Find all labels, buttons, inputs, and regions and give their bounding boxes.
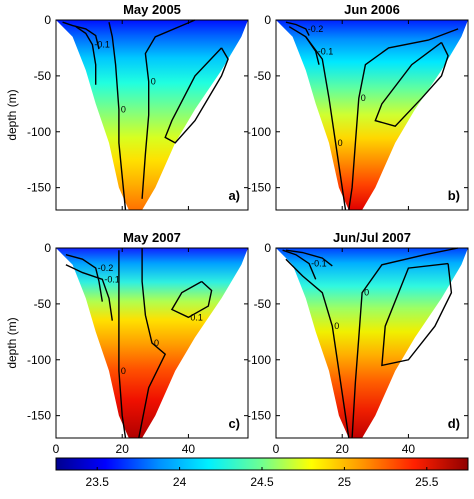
contour-line	[381, 262, 453, 367]
contour-line	[164, 47, 229, 144]
contour-label: 0	[121, 366, 126, 376]
contour-label: -0.1	[104, 274, 120, 284]
y-tick-label: -100	[247, 125, 271, 139]
colorbar-tick-label: 24.5	[250, 475, 274, 489]
y-tick-label: -100	[27, 353, 51, 367]
colorbar-tick-label: 23.5	[86, 475, 110, 489]
colorbar-tick-label: 25.5	[415, 475, 439, 489]
colorbar-tick-label: 24	[173, 475, 187, 489]
contour-line	[108, 22, 127, 211]
panel-title: May 2007	[123, 230, 181, 245]
x-tick-label: 0	[53, 442, 60, 456]
contour-label: 0	[151, 76, 156, 86]
temperature-field	[56, 20, 248, 210]
contour-label: 0.1	[190, 312, 203, 322]
x-tick-label: 20	[116, 442, 130, 456]
contour-label: -0.2	[98, 263, 114, 273]
axes-frame	[55, 19, 249, 211]
y-tick-label: 0	[44, 241, 51, 255]
contour-line	[141, 19, 196, 199]
contour-line	[285, 249, 333, 267]
contour-line	[348, 28, 459, 211]
y-tick-label: -50	[34, 69, 52, 83]
contour-line	[285, 21, 310, 36]
contour-label: 0	[334, 321, 339, 331]
axes-frame	[275, 19, 469, 211]
contour-line	[351, 247, 459, 439]
panel-letter: b)	[448, 188, 460, 203]
y-tick-label: -50	[34, 297, 52, 311]
x-tick-label: 20	[336, 442, 350, 456]
y-tick-label: 0	[264, 13, 271, 27]
panel-title: Jun 2006	[344, 2, 400, 17]
contour-label: 0	[121, 104, 126, 114]
contour-line	[374, 41, 449, 127]
contour-label: -0.1	[318, 46, 334, 56]
y-tick-label: -150	[247, 409, 271, 423]
y-tick-label: 0	[264, 241, 271, 255]
panel-title: May 2005	[123, 2, 181, 17]
temperature-field	[276, 248, 468, 438]
axes-frame	[55, 247, 249, 439]
x-tick-label: 0	[273, 442, 280, 456]
panel-title: Jun/Jul 2007	[333, 230, 411, 245]
colorbar: 23.5 24 24.5 25 25.5	[55, 457, 469, 489]
y-axis-label: depth (m)	[5, 317, 19, 368]
panel-1: 0 0 -0.1 May 2005 a) 0 -50 -100 -150 depth (m)	[5, 2, 249, 211]
y-tick-label: 0	[44, 13, 51, 27]
contour-line	[118, 250, 127, 439]
axes-frame	[275, 247, 469, 439]
contour-label: -0.1	[311, 259, 327, 269]
contour-line	[285, 258, 350, 439]
contour-line	[138, 248, 167, 439]
contour-line	[65, 264, 113, 321]
panel-letter: c)	[228, 416, 240, 431]
y-tick-label: -150	[247, 181, 271, 195]
x-tick-label: 40	[182, 442, 196, 456]
contour-line	[75, 26, 97, 85]
panel-4: 0 0 -0.1 Jun/Jul 2007 d) 0 -50 -100 -150 0 20 40	[247, 230, 469, 456]
y-tick-label: -150	[27, 409, 51, 423]
contour-label: 0	[364, 288, 369, 298]
contour-label: 0	[361, 93, 366, 103]
x-tick-label: 40	[402, 442, 416, 456]
contour-label: 0	[338, 138, 343, 148]
y-tick-label: -50	[254, 69, 272, 83]
y-tick-label: -100	[247, 353, 271, 367]
contour-line	[62, 21, 100, 50]
contour-line	[288, 26, 320, 65]
contour-line	[170, 280, 213, 319]
y-tick-label: -150	[27, 181, 51, 195]
contour-label: 0	[154, 338, 159, 348]
y-axis-label: depth (m)	[5, 89, 19, 140]
contour-label: -0.2	[308, 24, 324, 34]
panel-letter: a)	[228, 188, 240, 203]
y-tick-label: -100	[27, 125, 51, 139]
contour-line	[282, 249, 317, 280]
y-tick-label: -50	[254, 297, 272, 311]
contour-line	[65, 254, 103, 302]
panel-letter: d)	[448, 416, 460, 431]
panel-2: 0 0 -0.2 -0.1 Jun 2006 b) 0 -50 -100 -150	[247, 2, 469, 211]
colorbar-tick-label: 25	[338, 475, 352, 489]
contour-line	[305, 36, 347, 211]
panel-3: 0 0 -0.2-0.1 0.1 May 2007 c) 0 -50 -100 -150 0 20 40…	[5, 230, 249, 456]
contour-label: -0.1	[94, 40, 110, 50]
